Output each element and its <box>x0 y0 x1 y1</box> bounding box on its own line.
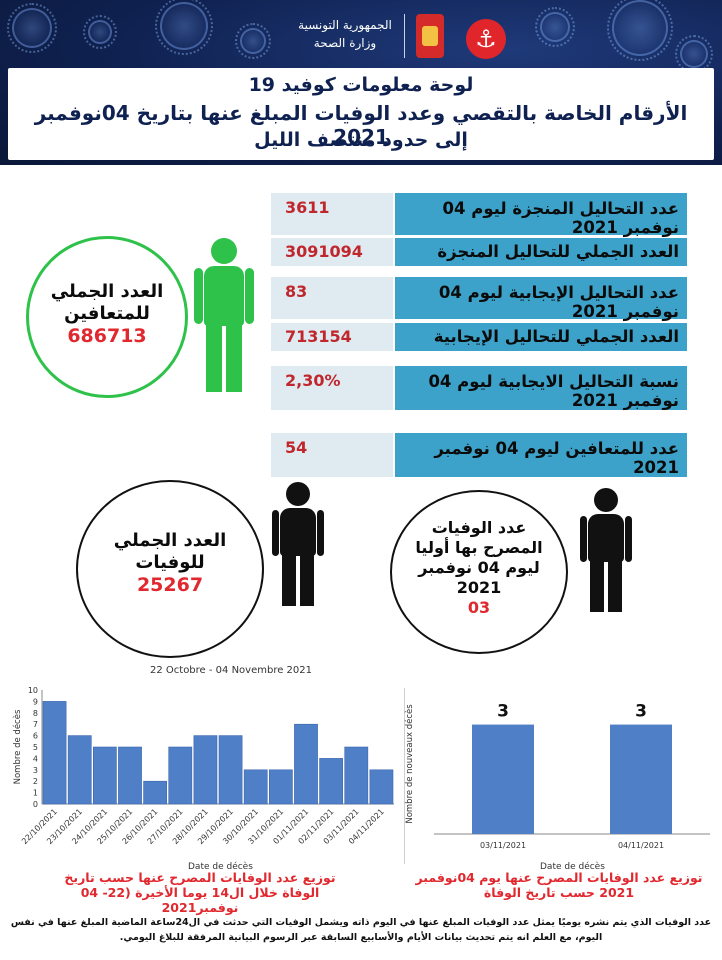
bar <box>369 769 394 805</box>
y-tick-label: 10 <box>28 686 38 695</box>
y-tick-label: 6 <box>33 732 38 741</box>
stat-label: عدد التحاليل الإيجابية ليوم 04 نوفمبر 20… <box>395 277 687 321</box>
y-axis-title: Nombre de décès <box>12 709 23 784</box>
chart2-x-axis-title: Date de décès <box>540 862 605 872</box>
anchor-icon: ⚓ <box>475 25 497 53</box>
ministry-name: الجمهورية التونسية وزارة الصحة <box>290 16 400 52</box>
bar <box>218 735 243 805</box>
bar <box>472 724 534 834</box>
virus-decoration <box>7 3 57 53</box>
y-tick-label: 2 <box>33 777 38 786</box>
chart1-caption: توزيع عدد الوفايات المصرح عنها حسب تاريخ… <box>64 870 336 915</box>
dashboard-subtitle: الأرقام الخاصة بالتقصي وعدد الوفيات المب… <box>34 101 688 149</box>
header-banner: الجمهورية التونسية وزارة الصحة ⚓ لوحة مع… <box>0 0 722 165</box>
footnote: عدد الوفيات الذي يتم نشره يوميًا يمثل عد… <box>10 917 712 943</box>
stat-tests-today: عدد التحاليل المنجزة ليوم 04 نوفمبر 2021… <box>271 193 687 237</box>
dashboard-subtitle-2: إلى حدود منتصف الليل <box>254 129 468 151</box>
person-icon-black <box>580 488 632 612</box>
recovered-total-circle: العدد الجملي للمتعافين 686713 <box>26 236 188 398</box>
country-name: الجمهورية التونسية <box>298 18 392 32</box>
bar <box>294 723 318 805</box>
chart-period-title: 22 Octobre - 04 Novembre 2021 <box>150 665 313 676</box>
bar <box>42 701 67 805</box>
y-tick-label: 0 <box>33 800 38 809</box>
y-tick-label: 8 <box>33 709 38 718</box>
stat-value: 83 <box>271 277 393 319</box>
stat-positive-today: عدد التحاليل الإيجابية ليوم 04 نوفمبر 20… <box>271 277 687 321</box>
bar <box>143 780 168 805</box>
virus-decoration <box>235 23 271 59</box>
bar <box>92 746 117 805</box>
daily-deaths-label-4: 2021 <box>456 578 502 597</box>
virus-decoration <box>675 35 713 73</box>
virus-decoration <box>83 15 117 49</box>
virus-decoration <box>607 0 673 61</box>
deaths-label-2: للوفيات <box>135 552 205 573</box>
recovered-total-value: 686713 <box>67 325 147 347</box>
daily-deaths-circle: عدد الوفيات المصرح بها أوليا ليوم 04 نوف… <box>390 490 568 654</box>
stat-label: عدد للمتعافين ليوم 04 نوفمبر 2021 <box>395 433 687 477</box>
recovered-label-2: للمتعافين <box>64 303 150 324</box>
stat-label: العدد الجملي للتحاليل الإيجابية <box>395 323 687 351</box>
person-icon-black <box>272 482 324 606</box>
y-tick-label: 7 <box>33 720 38 729</box>
daily-deaths-label-2: المصرح بها أوليا <box>415 538 543 557</box>
bar <box>268 769 293 805</box>
ministry-title: وزارة الصحة <box>313 36 377 50</box>
stat-positive-rate: نسبة التحاليل الايجابية ليوم 04 نوفمبر 2… <box>271 366 687 410</box>
chart1-x-axis-title: Date de décès <box>188 862 253 872</box>
stat-value: 713154 <box>271 323 393 351</box>
deaths-label: العدد الجملي <box>113 530 227 551</box>
x-tick-label: 04/11/2021 <box>618 841 664 850</box>
deaths-total-circle: العدد الجملي للوفيات 25267 <box>76 480 264 658</box>
y-tick-label: 9 <box>33 697 38 706</box>
stat-value: 3611 <box>271 193 393 235</box>
virus-decoration <box>155 0 213 55</box>
y-tick-label: 1 <box>33 789 38 798</box>
daily-deaths-chart: Nombre de nouveaux décès 3 03/11/2021 3 04/1… <box>404 702 710 850</box>
bar <box>118 746 142 805</box>
y-tick-label: 5 <box>33 743 38 752</box>
y-tick-label: 3 <box>33 766 38 775</box>
stat-positive-total: العدد الجملي للتحاليل الإيجابية 713154 <box>271 323 687 351</box>
bar <box>319 758 344 805</box>
daily-deaths-label-3: ليوم 04 نوفمبر <box>418 558 540 577</box>
data-label: 3 <box>635 702 647 722</box>
recovered-label: العدد الجملي <box>50 281 164 302</box>
tunisia-emblem-logo <box>416 14 444 58</box>
y-axis-title: Nombre de nouveaux décès <box>404 704 415 824</box>
header-divider <box>404 14 405 58</box>
health-crescent-logo: ⚓ <box>466 19 506 59</box>
stat-recovered-today: عدد للمتعافين ليوم 04 نوفمبر 2021 54 <box>271 433 687 477</box>
person-icon-green <box>194 238 254 392</box>
bar <box>67 735 92 805</box>
stat-value: 3091094 <box>271 238 393 266</box>
chart2-panel-border <box>404 688 405 864</box>
y-tick-label: 4 <box>33 754 38 763</box>
bar <box>243 769 268 805</box>
title-box: لوحة معلومات كوفيد 19 الأرقام الخاصة بال… <box>8 68 714 160</box>
bar <box>344 746 369 805</box>
stat-value: 54 <box>271 433 393 477</box>
deaths-total-value: 25267 <box>136 574 204 596</box>
dashboard-title: لوحة معلومات كوفيد 19 <box>248 74 474 96</box>
bar <box>168 746 193 805</box>
stat-label: عدد التحاليل المنجزة ليوم 04 نوفمبر 2021 <box>395 193 687 237</box>
daily-deaths-value: 03 <box>467 598 491 617</box>
bar <box>610 724 672 834</box>
stat-label: نسبة التحاليل الايجابية ليوم 04 نوفمبر 2… <box>395 366 687 410</box>
chart2-caption: توزيع عدد الوفايات المصرح عنها يوم 04نوف… <box>415 870 703 900</box>
bar <box>193 735 218 805</box>
daily-deaths-label: عدد الوفيات <box>431 518 527 537</box>
x-tick-label: 03/11/2021 <box>480 841 526 850</box>
stat-value: 2,30% <box>271 366 393 410</box>
virus-decoration <box>535 7 575 47</box>
stat-tests-total: العدد الجملي للتحاليل المنجزة 3091094 <box>271 238 687 266</box>
data-label: 3 <box>497 702 509 722</box>
stat-label: العدد الجملي للتحاليل المنجزة <box>395 238 687 266</box>
